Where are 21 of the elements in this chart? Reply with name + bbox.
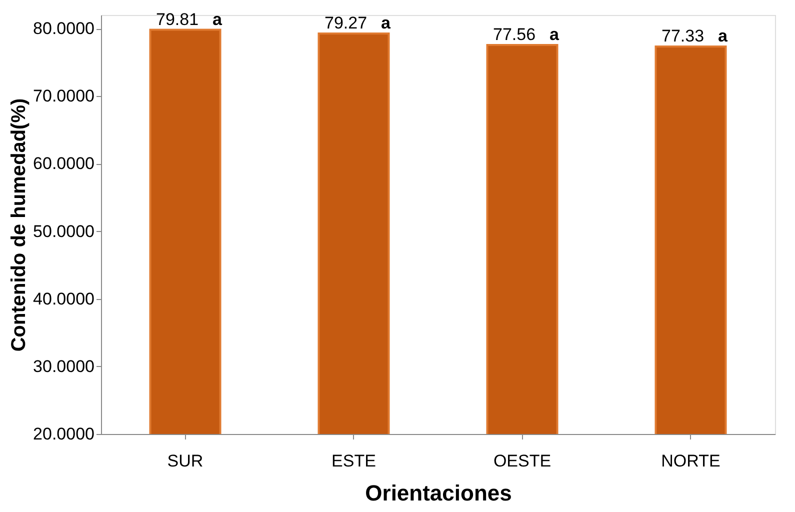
y-tick-label: 40.0000 xyxy=(33,289,94,308)
annotation: a xyxy=(550,25,560,44)
y-tick-label: 20.0000 xyxy=(33,424,94,444)
annotation: a xyxy=(381,13,392,32)
y-tick-label: 80.0000 xyxy=(33,19,94,38)
data-label: 77.33 xyxy=(661,26,704,46)
data-label: 79.27 xyxy=(324,13,368,32)
x-tick-label: SUR xyxy=(167,452,204,470)
data-label: 79.81 xyxy=(156,10,199,29)
x-axis-title: Orientaciones xyxy=(365,480,512,506)
x-tick-label: NORTE xyxy=(661,452,720,470)
y-tick-label: 30.0000 xyxy=(33,356,94,376)
y-tick-label: 60.0000 xyxy=(33,154,94,174)
x-tick-label: OESTE xyxy=(493,452,552,470)
x-tick-label: ESTE xyxy=(332,452,376,470)
annotation: a xyxy=(212,10,223,29)
y-axis-title: Contenido de humedad(%) xyxy=(8,98,30,352)
y-tick-label: 50.0000 xyxy=(33,222,94,241)
y-tick-label: 70.0000 xyxy=(33,86,94,106)
annotation: a xyxy=(718,26,728,46)
data-label: 77.56 xyxy=(492,25,536,44)
